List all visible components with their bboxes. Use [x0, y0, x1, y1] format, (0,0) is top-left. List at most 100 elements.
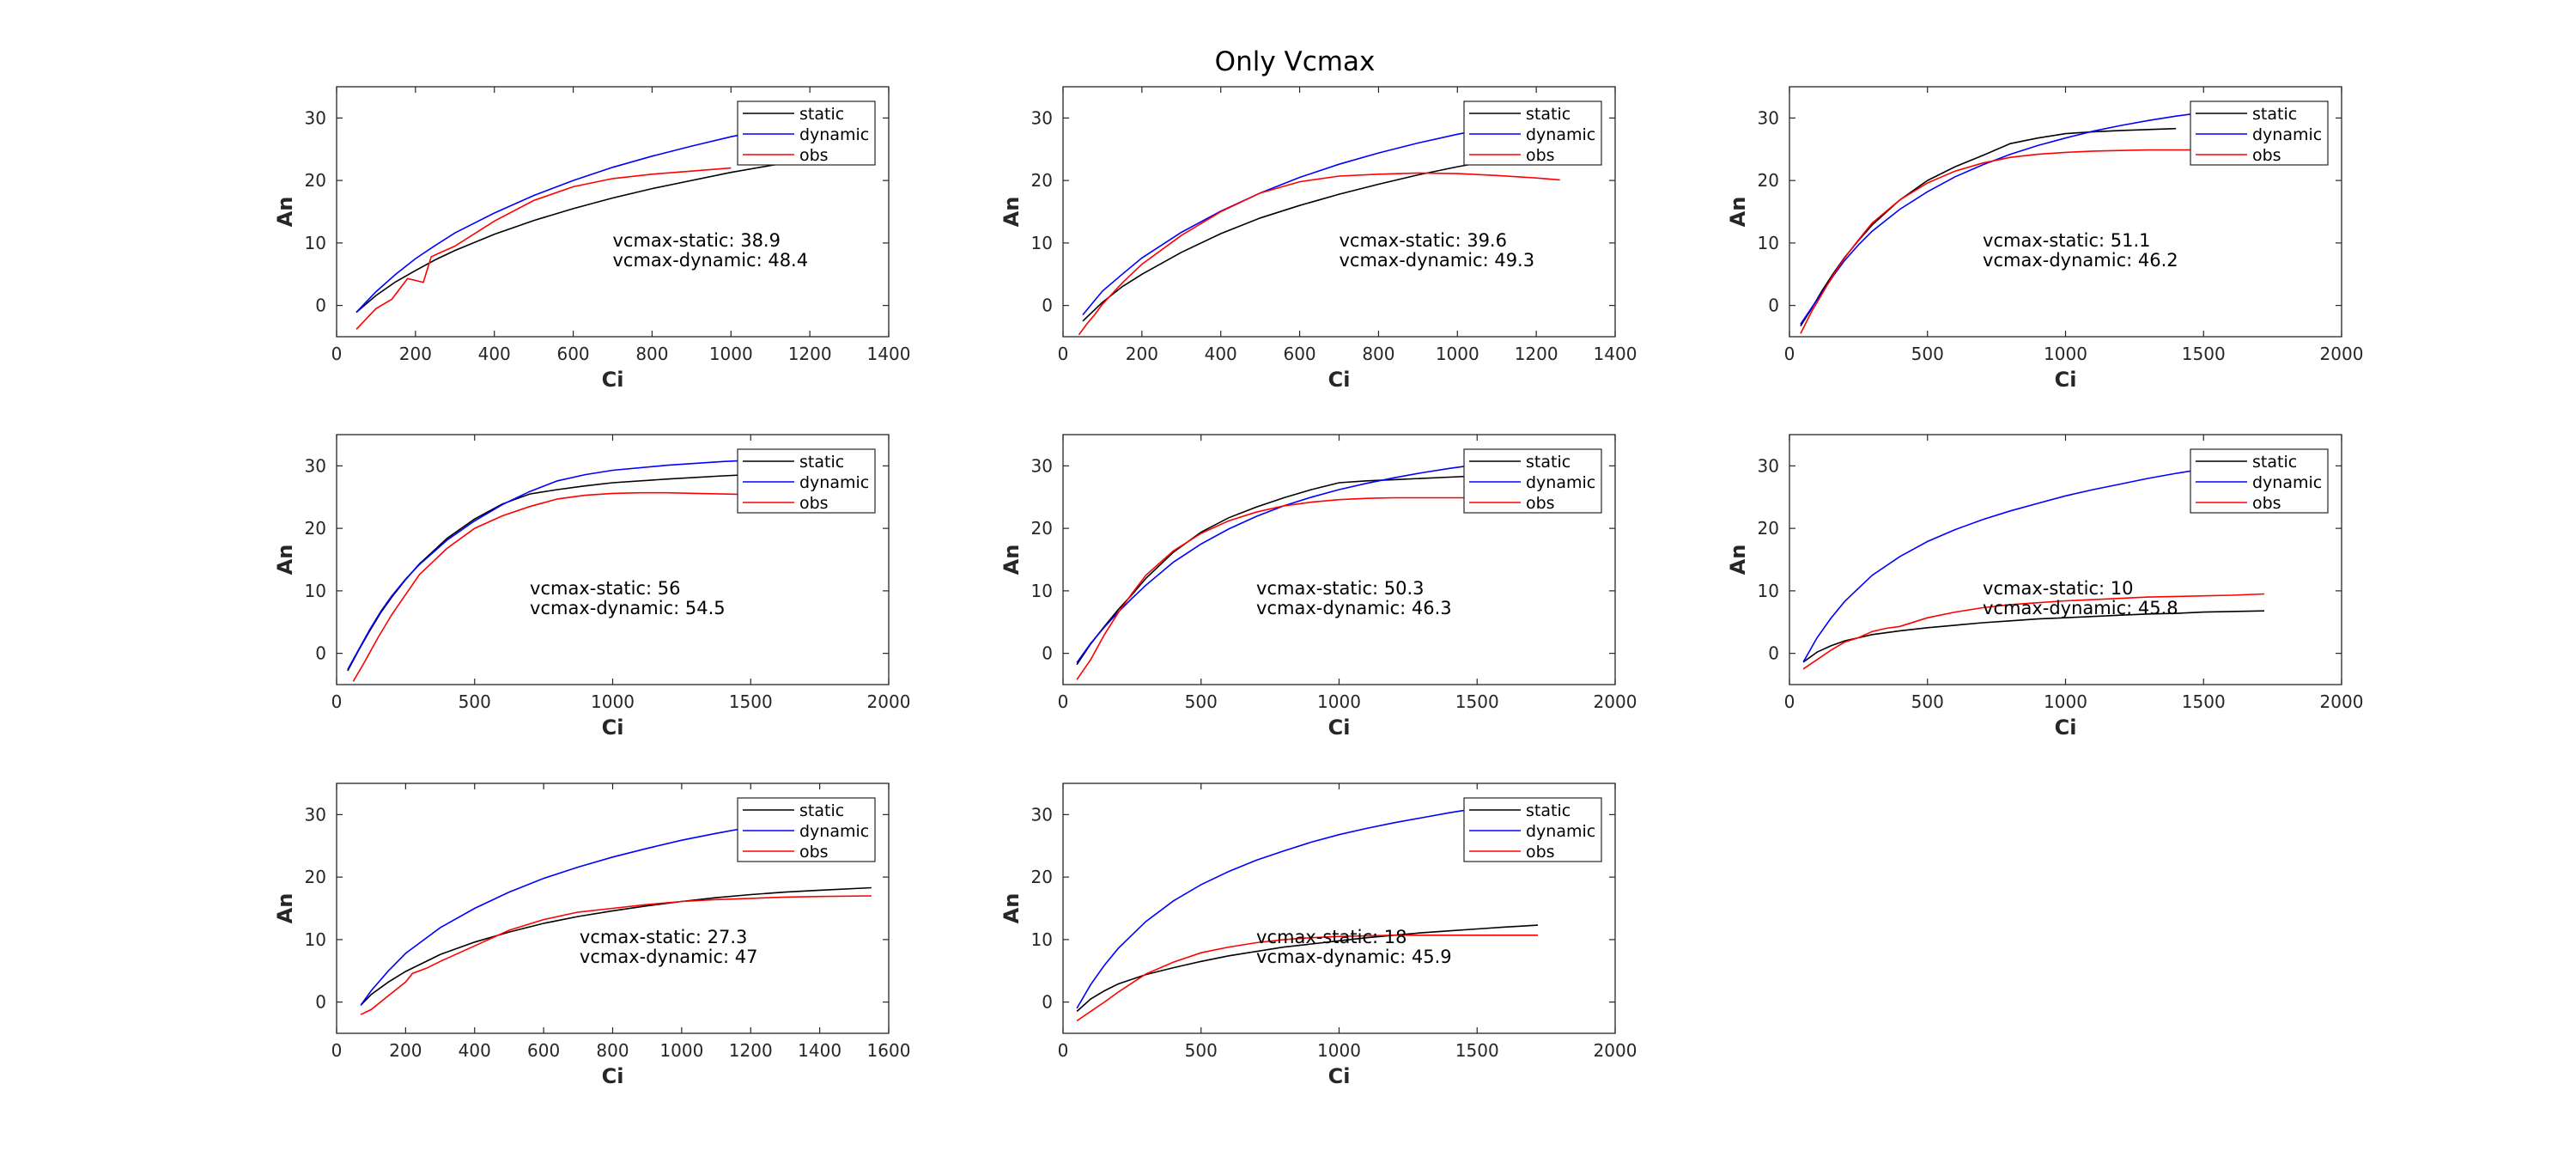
- x-tick-label: 1400: [867, 344, 911, 364]
- x-axis-label: Ci: [602, 1064, 624, 1088]
- y-tick-label: 10: [1758, 581, 1779, 601]
- series-line-dynamic: [1802, 464, 2232, 663]
- x-tick-label: 0: [1058, 1040, 1069, 1061]
- vcmax-annotation: vcmax-dynamic: 45.9: [1256, 947, 1452, 967]
- y-tick-label: 30: [1758, 455, 1779, 476]
- y-tick-label: 10: [1758, 233, 1779, 253]
- x-tick-label: 1400: [798, 1040, 841, 1061]
- x-tick-label: 1000: [1317, 691, 1361, 712]
- series-line-static: [1076, 924, 1539, 1013]
- x-tick-label: 1200: [788, 344, 832, 364]
- x-tick-label: 1500: [2182, 344, 2226, 364]
- legend-label-dynamic: dynamic: [1526, 125, 1595, 144]
- legend-label-dynamic: dynamic: [799, 473, 869, 492]
- legend-label-static: static: [1526, 801, 1571, 820]
- x-tick-label: 1500: [2182, 691, 2226, 712]
- x-tick-label: 800: [635, 344, 668, 364]
- x-tick-label: 2000: [2320, 691, 2364, 712]
- subplot-3: 0 500 1000 1500 2000 0 10 20 30 Ci An vcmax-static:…: [1726, 86, 2363, 392]
- y-tick-label: 20: [1758, 170, 1779, 191]
- x-tick-label: 0: [331, 344, 343, 364]
- y-tick-label: 0: [1768, 643, 1779, 664]
- vcmax-annotation: vcmax-static: 39.6: [1340, 230, 1507, 251]
- legend-label-dynamic: dynamic: [2252, 125, 2322, 144]
- x-tick-label: 2000: [1594, 691, 1637, 712]
- y-tick-label: 20: [1031, 518, 1053, 539]
- legend-label-static: static: [2252, 453, 2297, 472]
- x-tick-label: 1500: [1455, 691, 1499, 712]
- y-tick-label: 0: [315, 295, 326, 316]
- x-tick-label: 1500: [729, 691, 773, 712]
- legend-label-static: static: [1526, 453, 1571, 472]
- x-tick-label: 200: [389, 1040, 422, 1061]
- x-tick-label: 500: [1911, 344, 1944, 364]
- x-tick-label: 0: [1784, 344, 1795, 364]
- vcmax-annotation: vcmax-dynamic: 46.2: [1983, 250, 2178, 271]
- legend-box: [2190, 448, 2329, 514]
- y-tick-label: 20: [1031, 170, 1053, 191]
- x-tick-label: 1200: [729, 1040, 773, 1061]
- y-tick-label: 30: [305, 455, 326, 476]
- y-axis-label: An: [273, 545, 297, 575]
- subplot-2: 0 200 400 600 800 1000 1200 1400 0 10 20 30 Ci An vcma…: [999, 86, 1637, 392]
- vcmax-annotation: vcmax-dynamic: 45.8: [1983, 598, 2178, 618]
- y-tick-label: 30: [1758, 107, 1779, 128]
- x-tick-label: 0: [331, 1040, 343, 1061]
- x-tick-label: 1000: [659, 1040, 703, 1061]
- series-group: [1800, 107, 2232, 334]
- vcmax-annotation: vcmax-static: 10: [1983, 578, 2133, 599]
- x-tick-label: 200: [399, 344, 432, 364]
- legend-label-obs: obs: [2252, 146, 2281, 165]
- series-group: [1802, 464, 2265, 670]
- x-tick-label: 600: [1283, 344, 1315, 364]
- legend-label-obs: obs: [2252, 494, 2281, 513]
- series-line-obs: [355, 167, 732, 330]
- legend-label-dynamic: dynamic: [1526, 822, 1595, 841]
- y-axis-label: An: [1726, 197, 1750, 228]
- x-tick-label: 500: [1185, 691, 1218, 712]
- x-tick-label: 1500: [1455, 1040, 1499, 1061]
- y-tick-label: 10: [305, 581, 326, 601]
- x-tick-label: 1000: [1317, 1040, 1361, 1061]
- legend-label-obs: obs: [1526, 146, 1555, 165]
- series-line-dynamic: [347, 458, 779, 670]
- subplot-1: 0 200 400 600 800 1000 1200 1400 0 10 20 30 Ci An vcma…: [273, 86, 911, 392]
- y-tick-label: 20: [305, 518, 326, 539]
- y-axis-label: An: [273, 893, 297, 924]
- x-tick-label: 1600: [867, 1040, 911, 1061]
- x-axis-label: Ci: [1328, 1064, 1351, 1088]
- legend-label-static: static: [799, 453, 844, 472]
- x-tick-label: 0: [331, 691, 343, 712]
- y-axis-label: An: [273, 197, 297, 228]
- x-tick-label: 1000: [2044, 691, 2087, 712]
- x-tick-label: 1000: [709, 344, 753, 364]
- y-tick-label: 0: [1042, 295, 1053, 316]
- x-axis-label: Ci: [1328, 368, 1351, 392]
- x-tick-label: 1200: [1515, 344, 1558, 364]
- series-line-obs: [1078, 172, 1560, 336]
- x-tick-label: 400: [1205, 344, 1237, 364]
- legend-label-obs: obs: [799, 843, 829, 862]
- vcmax-annotation: vcmax-static: 51.1: [1983, 230, 2150, 251]
- series-line-obs: [352, 491, 779, 682]
- vcmax-annotation: vcmax-dynamic: 48.4: [613, 250, 809, 271]
- legend-label-static: static: [2252, 105, 2297, 124]
- y-tick-label: 30: [305, 107, 326, 128]
- series-line-obs: [1802, 593, 2265, 670]
- y-tick-label: 10: [305, 233, 326, 253]
- x-tick-label: 200: [1126, 344, 1158, 364]
- y-tick-label: 10: [305, 929, 326, 950]
- legend-label-obs: obs: [1526, 843, 1555, 862]
- series-line-obs: [1800, 149, 2232, 334]
- legend-label-static: static: [799, 801, 844, 820]
- y-axis-label: An: [999, 893, 1024, 924]
- legend-label-obs: obs: [1526, 494, 1555, 513]
- legend-label-obs: obs: [799, 494, 829, 513]
- x-tick-label: 500: [459, 691, 491, 712]
- y-tick-label: 0: [315, 992, 326, 1013]
- series-line-static: [1802, 610, 2265, 663]
